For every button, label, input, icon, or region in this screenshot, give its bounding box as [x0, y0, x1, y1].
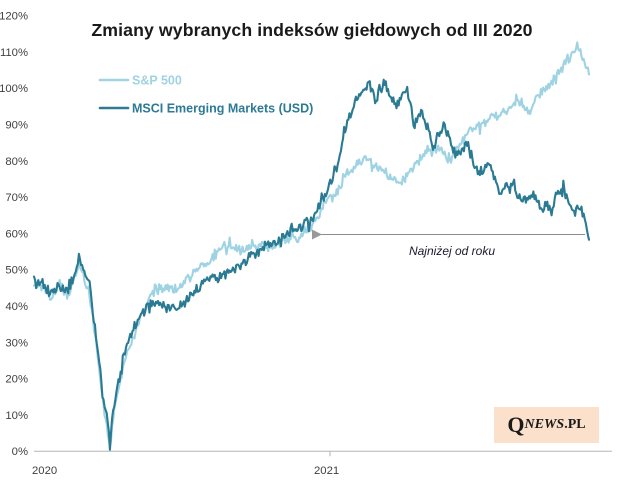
- svg-text:10%: 10%: [5, 410, 28, 422]
- svg-text:120%: 120%: [0, 11, 28, 23]
- svg-text:50%: 50%: [5, 265, 28, 277]
- svg-text:2020: 2020: [32, 465, 57, 477]
- svg-text:20%: 20%: [5, 374, 28, 386]
- svg-text:30%: 30%: [5, 337, 28, 349]
- svg-text:100%: 100%: [0, 83, 28, 95]
- svg-text:70%: 70%: [5, 192, 28, 204]
- svg-text:Najniżej od roku: Najniżej od roku: [409, 244, 495, 258]
- svg-text:40%: 40%: [5, 301, 28, 313]
- svg-text:80%: 80%: [5, 156, 28, 168]
- svg-text:110%: 110%: [0, 47, 28, 59]
- svg-text:2021: 2021: [314, 465, 339, 477]
- svg-text:0%: 0%: [12, 446, 28, 458]
- svg-text:S&P 500: S&P 500: [132, 74, 182, 88]
- svg-text:MSCI Emerging Markets (USD): MSCI Emerging Markets (USD): [132, 102, 313, 116]
- svg-text:90%: 90%: [5, 120, 28, 132]
- svg-text:60%: 60%: [5, 228, 28, 240]
